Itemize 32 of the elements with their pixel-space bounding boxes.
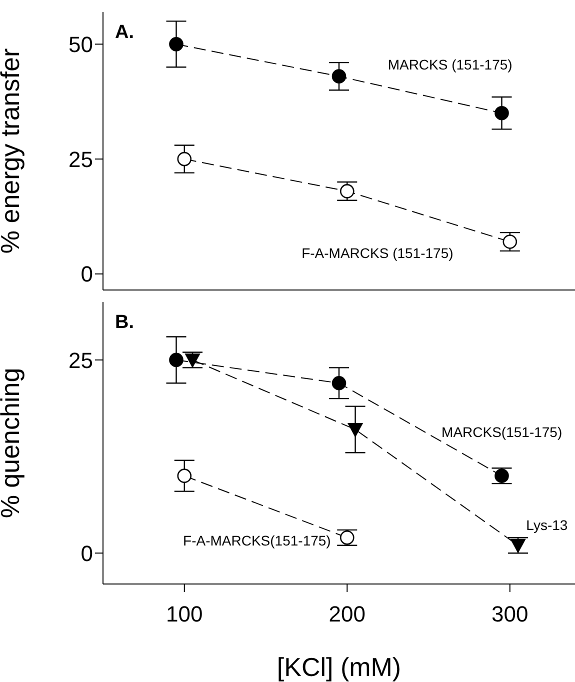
point <box>494 468 509 483</box>
point <box>169 37 184 52</box>
point <box>348 422 363 437</box>
point <box>340 530 354 545</box>
y-axis-title: % quenching <box>0 368 26 518</box>
y-tick-label: 0 <box>80 262 93 287</box>
point <box>177 468 192 483</box>
series-label: MARCKS(151-175) <box>442 424 562 440</box>
x-tick-label: 300 <box>492 602 528 627</box>
point <box>332 69 346 84</box>
y-tick-label: 25 <box>68 348 93 373</box>
point <box>502 234 518 249</box>
series-label: F-A-MARCKS (151-175) <box>302 244 454 261</box>
x-tick-label: 200 <box>328 602 366 627</box>
point <box>169 352 184 368</box>
series-label: Lys-13 <box>526 516 568 533</box>
y-axis-title: % energy transfer <box>0 48 26 254</box>
point <box>332 376 346 390</box>
y-tick-label: 25 <box>68 146 93 172</box>
annotation: A. <box>115 22 134 43</box>
series-label: F-A-MARCKS(151-175) <box>183 532 331 548</box>
point <box>340 184 354 198</box>
series-label: MARCKS (151-175) <box>388 56 512 72</box>
x-axis-title: [KCl] (mM) <box>276 652 402 682</box>
x-tick-label: 100 <box>166 602 203 627</box>
point <box>510 538 526 553</box>
y-tick-label: 50 <box>68 32 93 57</box>
point <box>185 353 200 368</box>
annotation: B. <box>115 312 134 333</box>
y-tick-label: 0 <box>80 540 93 566</box>
point <box>494 106 509 120</box>
point <box>177 152 192 166</box>
